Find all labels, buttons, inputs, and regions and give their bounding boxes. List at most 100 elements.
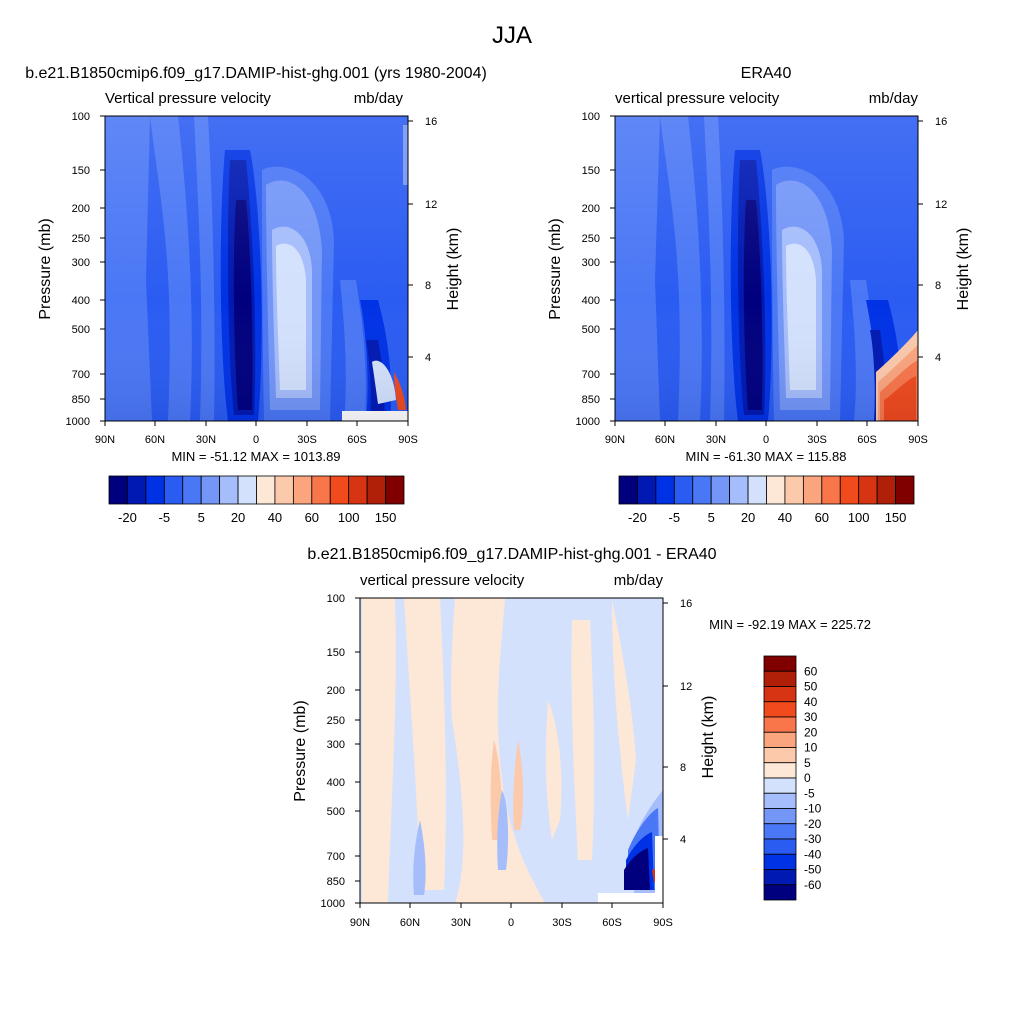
- y-tick-label: 150: [582, 165, 600, 177]
- y2-axis: 16 12 8 4: [663, 598, 692, 846]
- y-tick-label: 850: [582, 394, 600, 406]
- colorbar-swatch: [108, 475, 128, 505]
- y2-axis-label: Height (km): [445, 228, 462, 311]
- x-tick-label: 30S: [552, 917, 572, 929]
- colorbar-label: 150: [375, 510, 397, 525]
- colorbar-swatch: [329, 475, 350, 505]
- x-tick-label: 60N: [145, 434, 165, 446]
- panel-title: ERA40: [741, 65, 792, 82]
- colorbar-swatch: [858, 475, 878, 505]
- x-tick-label: 90S: [908, 434, 928, 446]
- colorbar-label: 20: [231, 510, 245, 525]
- x-tick-label: 60S: [602, 917, 622, 929]
- y-tick-label: 250: [327, 715, 345, 727]
- y-tick-label: 150: [327, 647, 345, 659]
- y2-tick-label: 4: [425, 352, 431, 364]
- x-tick-label: 90N: [605, 434, 625, 446]
- colorbar-swatch: [784, 475, 804, 505]
- y2-tick-label: 8: [425, 280, 431, 292]
- x-tick-label: 0: [508, 917, 514, 929]
- y2-tick-label: 16: [680, 598, 692, 610]
- x-tick-label: 0: [253, 434, 259, 446]
- colorbar-swatch: [763, 853, 797, 870]
- colorbar-label: 20: [804, 725, 818, 739]
- y2-axis-label: Height (km): [700, 696, 717, 779]
- colorbar-swatch: [763, 792, 797, 809]
- colorbar-label: -20: [628, 510, 647, 525]
- y-tick-label: 500: [72, 324, 90, 336]
- y2-tick-label: 4: [680, 834, 686, 846]
- colorbar-label: 40: [804, 695, 818, 709]
- colorbar-label: 60: [305, 510, 319, 525]
- y-tick-label: 300: [582, 257, 600, 269]
- colorbar-swatch: [763, 762, 797, 779]
- x-tick-label: 90S: [653, 917, 673, 929]
- plot-area: [615, 116, 918, 421]
- colorbar-swatch: [763, 701, 797, 718]
- y-axis: 100 150 200 250 300 400 500 700 850 1000: [321, 593, 360, 910]
- colorbar-label: 60: [815, 510, 829, 525]
- x-tick-label: 30N: [196, 434, 216, 446]
- y-tick-label: 200: [327, 685, 345, 697]
- figure-title: JJA: [492, 22, 532, 49]
- x-tick-label: 90N: [95, 434, 115, 446]
- colorbar-label: 5: [198, 510, 205, 525]
- colorbar-swatch: [763, 731, 797, 748]
- colorbar-swatch: [366, 475, 386, 505]
- colorbar-swatch: [763, 655, 797, 672]
- y-tick-label: 1000: [576, 416, 600, 428]
- y-tick-label: 100: [72, 111, 90, 123]
- y-axis: 100 150 200 250 300 400 500 700 850 1000: [66, 111, 105, 428]
- y2-axis: 16 12 8 4: [408, 116, 437, 364]
- y-axis-label: Pressure (mb): [292, 700, 309, 801]
- y2-tick-label: 4: [935, 352, 941, 364]
- x-tick-label: 30N: [451, 917, 471, 929]
- colorbar-label: 10: [804, 741, 818, 755]
- x-tick-label: 60N: [400, 917, 420, 929]
- panel-model: b.e21.B1850cmip6.f09_g17.DAMIP-hist-ghg.…: [25, 65, 487, 525]
- x-tick-label: 30S: [297, 434, 317, 446]
- colorbar-swatch: [802, 475, 823, 505]
- y-tick-label: 850: [327, 876, 345, 888]
- colorbar-swatch: [763, 823, 797, 840]
- colorbar-swatch: [127, 475, 147, 505]
- y2-tick-label: 8: [680, 762, 686, 774]
- y-tick-label: 700: [327, 851, 345, 863]
- colorbar-swatch: [618, 475, 638, 505]
- colorbar-swatch: [763, 884, 797, 901]
- colorbar-label: 30: [804, 710, 818, 724]
- colorbar-swatch: [763, 869, 797, 886]
- colorbar: -20 -5 5 20 40 60 100 150: [108, 475, 405, 525]
- x-tick-label: 30S: [807, 434, 827, 446]
- y2-tick-label: 12: [680, 681, 692, 693]
- y-tick-label: 400: [582, 295, 600, 307]
- colorbar-label: 60: [804, 664, 818, 678]
- panel-obs: ERA40 vertical pressure velocity mb/day: [547, 65, 972, 525]
- y2-axis: 16 12 8 4: [918, 116, 947, 364]
- y-tick-label: 700: [72, 369, 90, 381]
- y-tick-label: 1000: [321, 898, 345, 910]
- plot-area: [105, 116, 408, 421]
- colorbar-swatch: [763, 747, 797, 764]
- colorbar-label: 50: [804, 680, 818, 694]
- x-tick-label: 90S: [398, 434, 418, 446]
- colorbar-label: 5: [708, 510, 715, 525]
- x-axis: 90N 60N 30N 0 30S 60S 90S: [605, 421, 928, 446]
- y-tick-label: 100: [327, 593, 345, 605]
- units-label: mb/day: [354, 90, 404, 107]
- y-axis-label: Pressure (mb): [547, 218, 564, 319]
- colorbar-swatch: [692, 475, 712, 505]
- y-axis: 100 150 200 250 300 400 500 700 850 1000: [576, 111, 615, 428]
- colorbar-swatch: [292, 475, 313, 505]
- x-tick-label: 60S: [857, 434, 877, 446]
- colorbar-swatch: [763, 777, 797, 794]
- colorbar-swatch: [655, 475, 675, 505]
- colorbar-label: -60: [804, 878, 822, 892]
- stats-label: MIN = -92.19 MAX = 225.72: [709, 617, 871, 632]
- x-axis: 90N 60N 30N 0 30S 60S 90S: [95, 421, 418, 446]
- colorbar-swatch: [895, 475, 915, 505]
- colorbar-swatch: [763, 686, 797, 703]
- colorbar-swatch: [710, 475, 731, 505]
- stats-label: MIN = -51.12 MAX = 1013.89: [171, 449, 340, 464]
